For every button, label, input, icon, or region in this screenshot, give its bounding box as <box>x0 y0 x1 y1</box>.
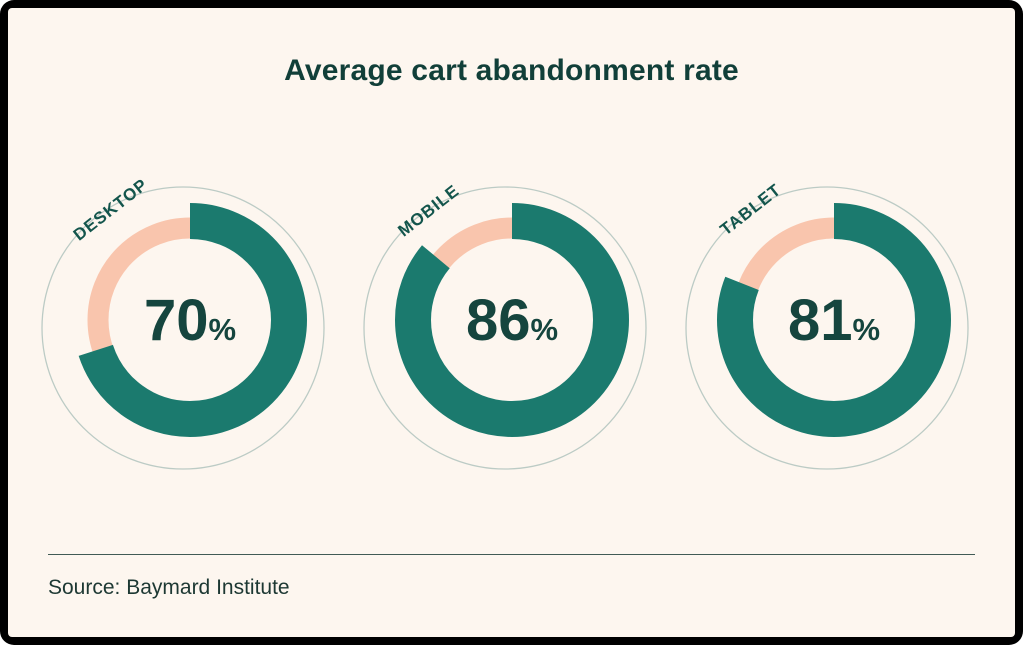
donut-chart-mobile: MOBILE 86% <box>352 152 672 492</box>
donut-value-arc <box>72 203 307 437</box>
donut-value-text: 70% <box>143 288 235 353</box>
percent-sign: % <box>852 312 880 347</box>
decorative-outline-circle <box>362 186 647 470</box>
decorative-outline-circle <box>684 186 969 470</box>
percent-sign: % <box>208 312 236 347</box>
donut-svg-tablet: TABLET 81% <box>684 180 969 470</box>
chart-title: Average cart abandonment rate <box>284 54 739 87</box>
donut-svg-desktop: DESKTOP 70% <box>40 175 325 470</box>
donut-svg-mobile: MOBILE 86% <box>362 181 647 470</box>
footer-divider-line <box>48 554 975 555</box>
percent-sign: % <box>530 312 558 347</box>
donut-chart-tablet: TABLET 81% <box>674 152 994 492</box>
donut-value-text: 81% <box>787 288 879 353</box>
donut-charts-row: DESKTOP 70% MOBILE 86% TABLE <box>8 152 1015 492</box>
donut-chart-desktop: DESKTOP 70% <box>30 152 350 492</box>
donut-value-arc <box>394 203 629 437</box>
value-number: 81 <box>787 288 852 353</box>
card-background: Average cart abandonment rate DESKTOP 70… <box>8 8 1015 637</box>
donut-value-arc <box>716 203 951 437</box>
value-number: 86 <box>465 288 530 353</box>
device-label: MOBILE <box>394 181 463 240</box>
source-attribution: Source: Baymard Institute <box>48 576 290 599</box>
donut-value-text: 86% <box>465 288 557 353</box>
decorative-outline-circle <box>40 186 325 470</box>
value-number: 70 <box>143 288 208 353</box>
device-label: TABLET <box>716 180 784 239</box>
